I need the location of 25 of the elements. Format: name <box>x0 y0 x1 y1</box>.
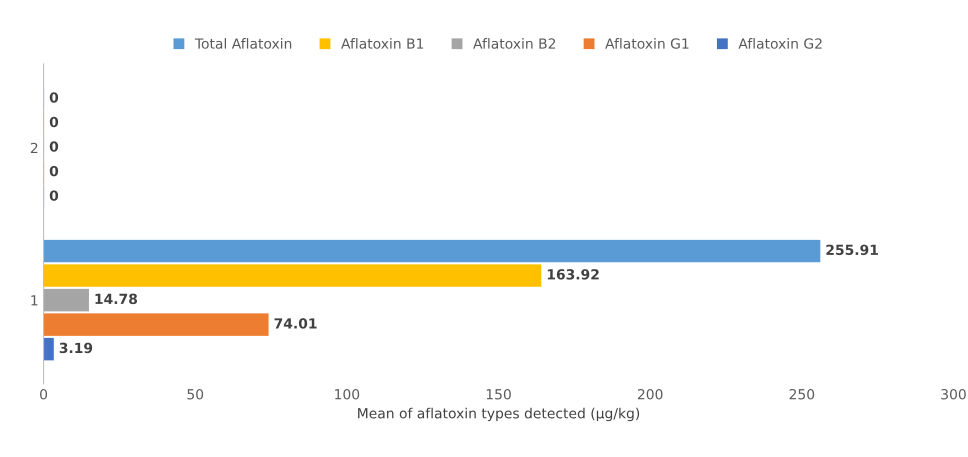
data-label: 0 <box>50 92 58 103</box>
x-tick-label: 0 <box>40 388 48 400</box>
legend-label: Aflatoxin B1 <box>341 38 424 49</box>
x-tick-label: 250 <box>790 388 814 400</box>
x-tick-label: 150 <box>486 388 511 400</box>
data-label: 0 <box>50 166 58 176</box>
data-label: 255.91 <box>826 244 878 256</box>
x-tick-label: 50 <box>187 388 204 400</box>
legend-label: Aflatoxin B2 <box>473 38 556 49</box>
data-label: 163.92 <box>548 269 599 280</box>
data-label: 3.19 <box>60 342 92 354</box>
x-axis-title: Mean of aflatoxin types detected (µg/kg) <box>358 408 640 422</box>
x-tick-label: 300 <box>941 388 966 400</box>
legend-label: Aflatoxin G1 <box>605 38 688 49</box>
x-tick-label: 100 <box>335 388 360 400</box>
data-label: 0 <box>50 141 58 152</box>
data-label: 14.78 <box>96 294 138 304</box>
y-tick-label: 1 <box>31 295 38 306</box>
x-tick-label: 200 <box>638 388 663 400</box>
y-tick-label: 2 <box>30 142 38 154</box>
data-label: 0 <box>50 190 58 201</box>
data-label: 0 <box>50 116 58 128</box>
data-label: 74.01 <box>274 318 317 329</box>
legend-label: Aflatoxin G2 <box>738 38 822 49</box>
legend-label: Total Aflatoxin <box>194 38 292 49</box>
